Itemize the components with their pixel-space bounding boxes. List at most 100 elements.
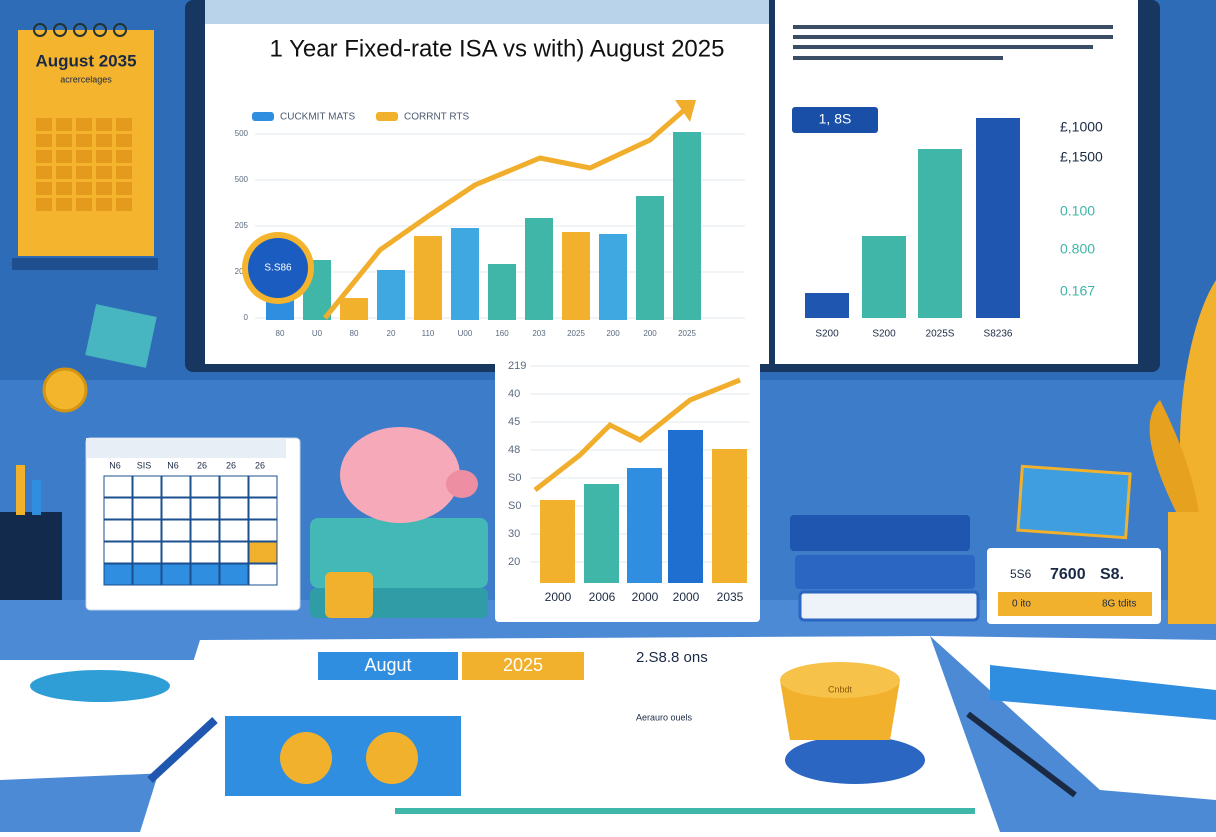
trend-arrow — [675, 100, 696, 122]
weekday-label: SIS — [137, 460, 152, 470]
y-tick-label: 30 — [508, 528, 520, 540]
cup-label: Cnbdt — [828, 684, 853, 694]
bar — [525, 218, 553, 320]
bar — [668, 430, 703, 583]
x-tick-label: 2025S — [926, 329, 955, 340]
y-tick-label: 500 — [235, 175, 249, 184]
x-tick-label: 110 — [422, 329, 435, 338]
calendar-cell — [76, 134, 92, 147]
photo — [1016, 464, 1132, 540]
y-tick-label: S0 — [508, 500, 521, 512]
calendar-cell — [116, 166, 132, 179]
calendar-cell — [219, 475, 249, 498]
calendar-cell — [132, 475, 162, 498]
price-item: S8. — [1100, 566, 1124, 583]
legend-swatch — [252, 112, 274, 121]
y-tick-label: 0.167 — [1060, 283, 1095, 299]
bar — [562, 232, 590, 320]
calendar-cell — [248, 519, 278, 542]
calendar-cell — [36, 118, 52, 131]
calendar-cell — [103, 475, 133, 498]
sticky-note — [85, 304, 157, 368]
x-tick-label: 2000 — [545, 590, 572, 604]
x-tick-label: 20 — [387, 329, 396, 338]
calendar-title: August 2035 — [35, 51, 136, 70]
calendar-cell — [219, 519, 249, 542]
shadow — [12, 258, 158, 270]
report-month: Augut — [364, 655, 411, 675]
calendar-cell — [76, 198, 92, 211]
calendar-cell — [190, 475, 220, 498]
calendar-cell — [103, 563, 133, 586]
x-tick-label: 200 — [606, 329, 620, 338]
plant-pot — [1168, 512, 1216, 624]
pie-chart — [785, 736, 925, 784]
report-bar — [395, 808, 975, 814]
right-chart: S200 S200 2025S S8236 £,1000 £,1500 0.100 0.800… — [805, 118, 1103, 340]
weekday-label: N6 — [109, 460, 121, 470]
price-item: 7600 — [1050, 566, 1086, 583]
x-tick-label: 200 — [643, 329, 657, 338]
y-tick-label: 0.800 — [1060, 241, 1095, 257]
book — [798, 590, 980, 622]
y-tick-label: 20 — [508, 556, 520, 568]
calendar-cell — [219, 497, 249, 520]
calendar-cell — [190, 563, 220, 586]
calendar-cell — [161, 475, 191, 498]
calendar-cell — [76, 166, 92, 179]
book — [790, 515, 970, 551]
calendar-cell — [36, 134, 52, 147]
monitor-header — [205, 0, 769, 24]
price-footer-label: 8G tdits — [1102, 599, 1136, 610]
calendar-cell — [103, 519, 133, 542]
x-tick-label: 2025 — [678, 329, 696, 338]
calendar-cell — [161, 519, 191, 542]
calendar-cell — [132, 519, 162, 542]
pen — [147, 717, 218, 783]
calendar-cell — [248, 475, 278, 498]
calendar-cell — [76, 118, 92, 131]
calendar-cell — [132, 497, 162, 520]
calendar-cell — [248, 541, 278, 564]
right-badge — [792, 107, 878, 133]
calendar-cell — [56, 134, 72, 147]
calendar-cell — [56, 166, 72, 179]
y-tick-label: 205 — [235, 221, 249, 230]
calendar-rings — [33, 23, 127, 37]
calendar-cell — [96, 182, 112, 195]
pie-chart — [30, 670, 170, 702]
bar — [540, 500, 575, 583]
calendar-cell — [219, 563, 249, 586]
desk-calendar-header — [86, 438, 286, 458]
calendar-cell — [36, 166, 52, 179]
calendar-cell — [190, 541, 220, 564]
calendar-cell — [219, 541, 249, 564]
legend-swatch — [376, 112, 398, 121]
y-tick-label: 45 — [508, 416, 520, 428]
bar — [673, 132, 701, 320]
bar — [340, 298, 368, 320]
calendar-cell — [116, 118, 132, 131]
bar — [712, 449, 747, 583]
price-item: 5S6 — [1010, 567, 1032, 581]
calendar-cell — [96, 134, 112, 147]
calendar-cell — [96, 150, 112, 163]
calendar-cell — [56, 182, 72, 195]
pencil — [16, 465, 25, 515]
weekday-label: 26 — [226, 460, 236, 470]
calendar-cell — [96, 166, 112, 179]
x-tick-label: 80 — [276, 329, 285, 338]
piggy-snout — [446, 470, 478, 498]
weekday-label: 26 — [255, 460, 265, 470]
bar — [805, 293, 849, 318]
coin — [42, 367, 88, 413]
x-tick-label: 80 — [350, 329, 359, 338]
calendar-cell — [161, 497, 191, 520]
bar — [451, 228, 479, 320]
x-tick-label: U0 — [312, 329, 323, 338]
plant-leaf — [1149, 400, 1200, 520]
calendar-cell — [190, 519, 220, 542]
monitor-title: 1 Year Fixed-rate ISA vs with) August 20… — [270, 35, 725, 62]
report-coin — [280, 732, 332, 784]
